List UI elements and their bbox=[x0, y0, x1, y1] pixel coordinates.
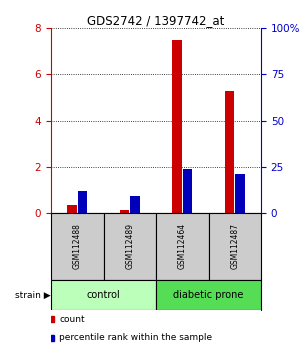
Bar bbox=[156, 213, 208, 280]
Bar bbox=[51, 213, 104, 280]
Text: GSM112487: GSM112487 bbox=[230, 223, 239, 269]
Title: GDS2742 / 1397742_at: GDS2742 / 1397742_at bbox=[87, 14, 225, 27]
Bar bbox=[51, 280, 156, 310]
Bar bbox=[235, 174, 245, 213]
Bar bbox=[130, 196, 140, 213]
Bar bbox=[172, 40, 182, 213]
Text: strain ▶: strain ▶ bbox=[15, 290, 51, 299]
Text: GSM112488: GSM112488 bbox=[73, 223, 82, 269]
Bar bbox=[208, 213, 261, 280]
Bar bbox=[78, 191, 87, 213]
Text: diabetic prone: diabetic prone bbox=[173, 290, 244, 300]
Text: count: count bbox=[59, 315, 85, 324]
Bar bbox=[103, 213, 156, 280]
Bar bbox=[225, 91, 234, 213]
Bar bbox=[67, 205, 77, 213]
Text: GSM112464: GSM112464 bbox=[178, 223, 187, 269]
Bar bbox=[120, 210, 129, 213]
Text: percentile rank within the sample: percentile rank within the sample bbox=[59, 333, 212, 342]
Bar bbox=[183, 169, 192, 213]
Text: GSM112489: GSM112489 bbox=[125, 223, 134, 269]
Text: control: control bbox=[87, 290, 120, 300]
Bar bbox=[156, 280, 261, 310]
